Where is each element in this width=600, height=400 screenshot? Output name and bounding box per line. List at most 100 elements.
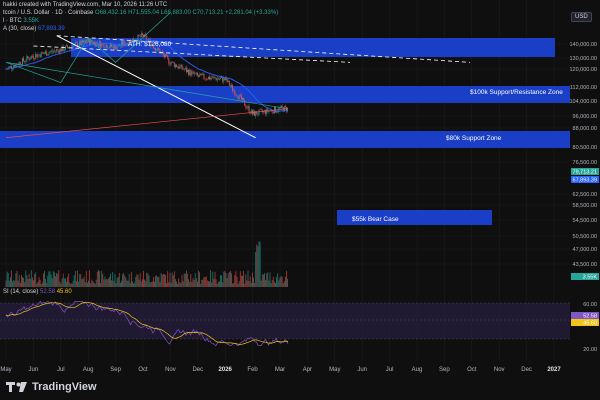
candle-body — [172, 61, 174, 63]
volume-bar — [214, 271, 216, 287]
candle-body — [223, 77, 225, 82]
candle-body — [113, 45, 115, 50]
tradingview-logo[interactable]: TradingView — [6, 381, 97, 393]
volume-bar — [58, 270, 60, 287]
volume-bar — [125, 277, 127, 287]
volume-bar — [193, 279, 195, 287]
candle-body — [103, 43, 105, 48]
volume-bar — [23, 277, 24, 287]
candle-body — [222, 76, 224, 82]
volume-bar — [209, 281, 210, 287]
candle-body — [62, 46, 64, 51]
volume-bar — [241, 275, 242, 287]
candle-body — [98, 43, 99, 46]
volume-bar — [237, 283, 239, 287]
candle-body — [149, 39, 151, 46]
candle-body — [254, 111, 255, 116]
candle-body — [129, 40, 131, 44]
volume-bar — [202, 279, 204, 287]
candle-body — [63, 49, 65, 51]
logo-text: TradingView — [32, 381, 97, 393]
candle-body — [241, 95, 242, 100]
candle-body — [76, 42, 77, 44]
volume-bar — [35, 272, 37, 287]
zone-label: $55k Bear Case — [352, 216, 399, 223]
volume-bar — [187, 273, 188, 287]
volume-bar — [18, 274, 20, 287]
candle-body — [26, 56, 28, 62]
rsi-legend: SI (14, close) 52.58 45.60 — [3, 289, 72, 296]
currency-badge[interactable]: USD — [571, 12, 592, 22]
candle-body — [39, 54, 41, 58]
candle-body — [219, 79, 220, 80]
candle-body — [198, 75, 199, 77]
candle-body — [166, 54, 167, 56]
volume-bar — [46, 283, 48, 287]
volume-bar — [245, 274, 247, 287]
volume-bar — [54, 272, 55, 287]
rsi-tick-label: 20.00 — [583, 347, 597, 353]
candle-body — [206, 79, 208, 80]
volume-bar — [22, 277, 23, 287]
volume-bar — [223, 271, 225, 287]
volume-bar — [166, 283, 167, 287]
candle-body — [92, 42, 94, 45]
candle-body — [107, 48, 109, 49]
volume-bar — [117, 277, 119, 287]
volume-bar — [40, 283, 42, 287]
candle-body — [189, 69, 191, 75]
volume-bar — [227, 273, 229, 287]
volume-bar — [16, 271, 18, 287]
candle-body — [34, 58, 35, 59]
candle-body — [41, 52, 43, 53]
volume-bar — [177, 283, 178, 287]
volume-bar — [134, 282, 136, 287]
volume-bar — [68, 273, 70, 287]
volume-bar — [123, 272, 125, 287]
volume-bar — [69, 282, 71, 287]
time-axis[interactable]: May Jun Jul Aug Sep Oct Nov Dec 2026 Feb Mar Apr May… — [0, 367, 561, 373]
candle-body — [131, 40, 132, 44]
time-tick-label: Aug — [412, 367, 423, 373]
volume-bar — [210, 270, 211, 287]
rsi-label: SI (14, close) — [3, 289, 39, 295]
volume-bar — [66, 281, 67, 287]
candle-body — [281, 105, 283, 108]
candle-body — [195, 72, 197, 74]
volume-bar — [88, 280, 89, 287]
volume-bar — [275, 283, 276, 287]
volume-bar — [84, 282, 86, 287]
time-tick-label: Feb — [247, 367, 258, 373]
volume-bar — [198, 270, 199, 287]
volume-bar — [171, 272, 173, 287]
drawings — [5, 12, 471, 139]
price-tick-label: 120,000.00 — [569, 67, 597, 73]
candle-body — [122, 41, 123, 46]
rsi-tick-label: 60.00 — [583, 302, 597, 308]
price-tick-label: 130,000.00 — [569, 56, 597, 62]
volume-bar — [261, 274, 263, 287]
candle-body — [264, 110, 265, 112]
volume-bar — [116, 277, 118, 287]
candle-body — [221, 76, 222, 79]
volume-bar — [243, 270, 244, 287]
volume-bar — [169, 272, 171, 287]
volume-bar — [260, 280, 262, 287]
volume-bar — [98, 270, 99, 287]
volume-bar — [256, 244, 258, 287]
volume-bar — [111, 280, 112, 287]
volume-bar — [87, 282, 88, 287]
ohlc-values: O68,432.16 H71,555.04 L68,883.00 C70,713… — [95, 10, 279, 16]
candle-body — [267, 108, 269, 112]
candle-body — [236, 95, 238, 98]
volume-bar — [201, 279, 203, 287]
candle-body — [116, 47, 118, 50]
candle-body — [203, 74, 205, 79]
volume-bar — [149, 282, 151, 287]
candle-body — [143, 34, 144, 37]
volume-bar — [190, 274, 192, 287]
candle-body — [140, 33, 142, 37]
volume-bar — [252, 272, 253, 287]
candle-body — [35, 54, 37, 59]
